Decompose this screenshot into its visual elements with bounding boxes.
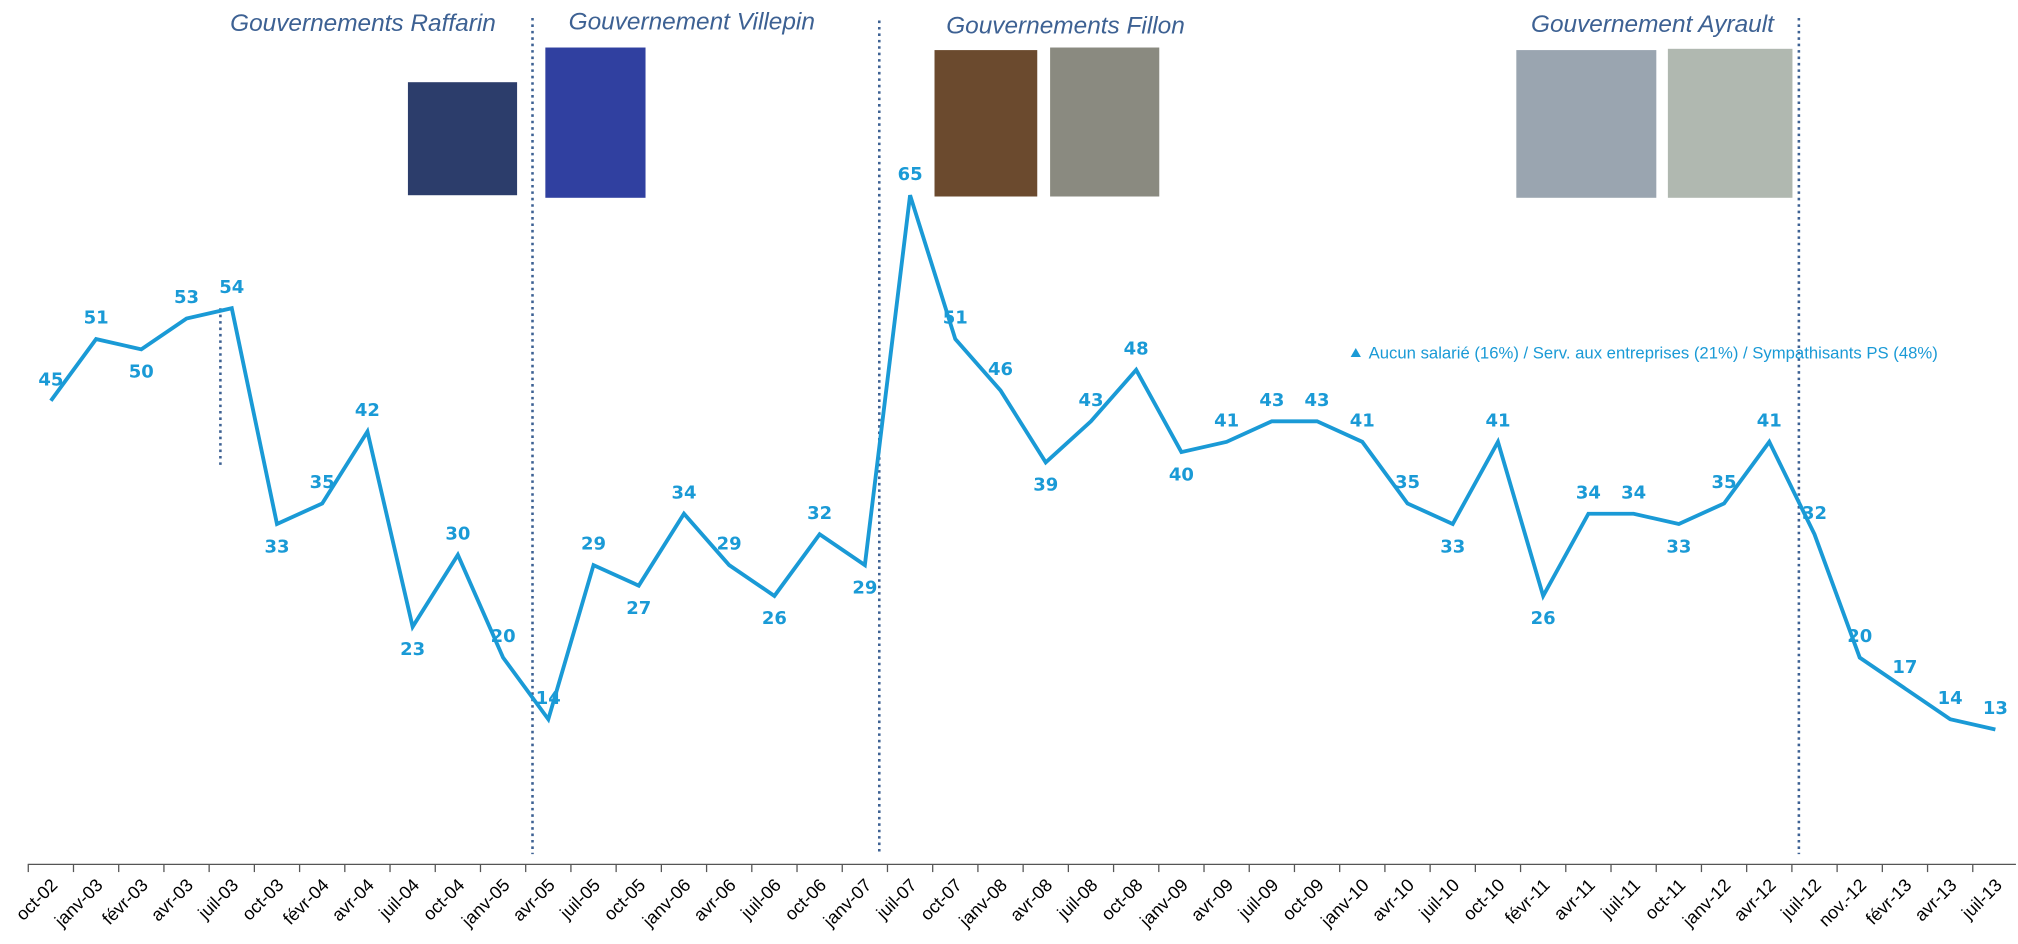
data-label: 29 (852, 577, 877, 598)
x-tick-label: avr-08 (1006, 875, 1056, 925)
data-label: 51 (943, 308, 968, 329)
government-label: Gouvernement Ayrault (1531, 11, 1775, 38)
data-label: 48 (1124, 338, 1149, 359)
data-label: 34 (1576, 482, 1601, 503)
x-tick-label: juil-09 (1234, 875, 1283, 924)
data-label: 42 (355, 400, 380, 421)
x-tick-label: févr-13 (1862, 875, 1916, 929)
data-label: 39 (1033, 475, 1058, 496)
x-tick-label: avr-06 (690, 875, 740, 925)
data-label: 34 (671, 482, 696, 503)
data-label: 33 (1666, 536, 1691, 557)
portrait (1050, 47, 1160, 197)
x-tick-label: janv-09 (1135, 875, 1192, 932)
x-tick-label: janv-12 (1678, 875, 1735, 932)
data-label: 41 (1757, 410, 1782, 431)
x-tick-label: janv-07 (819, 875, 876, 932)
portrait (545, 47, 646, 198)
government-label: Gouvernement Villepin (569, 9, 815, 36)
x-tick-label: janv-10 (1316, 875, 1373, 932)
data-label: 20 (491, 626, 516, 647)
data-label: 43 (1259, 390, 1284, 411)
data-label: 35 (310, 472, 335, 493)
x-tick-label: oct-10 (1459, 875, 1508, 924)
x-tick-label: janv-03 (50, 875, 107, 932)
data-label: 32 (807, 503, 832, 524)
data-label: 34 (1621, 482, 1646, 503)
x-tick-label: févr-04 (279, 875, 333, 929)
x-tick-label: juil-10 (1415, 875, 1464, 924)
data-label: 33 (1440, 536, 1465, 557)
x-tick-label: juil-04 (374, 875, 423, 924)
data-label: 23 (400, 639, 425, 660)
data-label: 41 (1214, 410, 1239, 431)
data-label: 35 (1712, 472, 1737, 493)
data-label: 53 (174, 287, 199, 308)
portrait (1516, 50, 1657, 198)
data-label: 20 (1847, 626, 1872, 647)
x-tick-label: avr-11 (1550, 875, 1599, 924)
data-label: 33 (264, 536, 289, 557)
data-label: 17 (1892, 657, 1917, 678)
x-tick-label: févr-03 (98, 875, 152, 929)
data-label: 54 (219, 277, 244, 298)
x-tick-label: juil-03 (194, 875, 243, 924)
data-label: 35 (1395, 472, 1420, 493)
x-tick-label: avr-12 (1730, 875, 1780, 925)
data-label: 45 (38, 369, 63, 390)
government-label: Gouvernements Fillon (946, 12, 1185, 39)
x-tick-label: juil-06 (736, 875, 785, 924)
x-tick-label: avr-03 (147, 875, 197, 925)
data-label: 32 (1802, 503, 1827, 524)
portrait (1667, 48, 1793, 198)
data-label: 29 (717, 534, 742, 555)
x-tick-label: janv-05 (457, 875, 514, 932)
data-label: 27 (626, 598, 651, 619)
x-tick-label: juil-07 (872, 875, 921, 924)
data-label: 41 (1485, 410, 1510, 431)
x-tick-label: févr-11 (1501, 875, 1554, 928)
legend-label: Aucun salarié (16%) / Serv. aux entrepri… (1369, 343, 1938, 362)
x-tick-label: janv-08 (955, 875, 1012, 932)
portraits (407, 47, 1793, 198)
data-label: 26 (762, 608, 787, 629)
x-tick-label: avr-05 (509, 875, 559, 925)
x-tick-label: nov.-12 (1815, 875, 1871, 931)
portrait (934, 50, 1038, 197)
data-label: 65 (898, 164, 923, 185)
data-label: 14 (536, 688, 561, 709)
government-label: Gouvernements Raffarin (230, 10, 496, 37)
legend-marker (1350, 348, 1361, 358)
data-label: 43 (1305, 390, 1330, 411)
data-label: 41 (1350, 410, 1375, 431)
data-label: 13 (1983, 698, 2008, 719)
data-label: 43 (1078, 390, 1103, 411)
data-label: 29 (581, 534, 606, 555)
portrait (407, 82, 518, 196)
data-label: 46 (988, 359, 1013, 380)
x-tick-label: avr-10 (1368, 875, 1418, 925)
x-tick-label: janv-06 (638, 875, 695, 932)
data-label: 30 (445, 523, 470, 544)
x-tick-label: juil-05 (555, 875, 604, 924)
data-label: 26 (1531, 608, 1556, 629)
x-tick-label: avr-04 (328, 875, 378, 925)
data-label: 40 (1169, 464, 1194, 485)
data-label: 14 (1938, 688, 1963, 709)
data-label: 50 (129, 362, 154, 383)
data-line (49, 194, 1996, 732)
data-label: 51 (84, 308, 109, 329)
x-tick-label: juil-08 (1053, 875, 1102, 924)
x-tick-label: avr-13 (1911, 875, 1961, 925)
x-tick-label: avr-09 (1187, 875, 1237, 925)
x-tick-label: juil-11 (1596, 875, 1644, 923)
x-tick-label: juil-13 (1957, 875, 2006, 924)
